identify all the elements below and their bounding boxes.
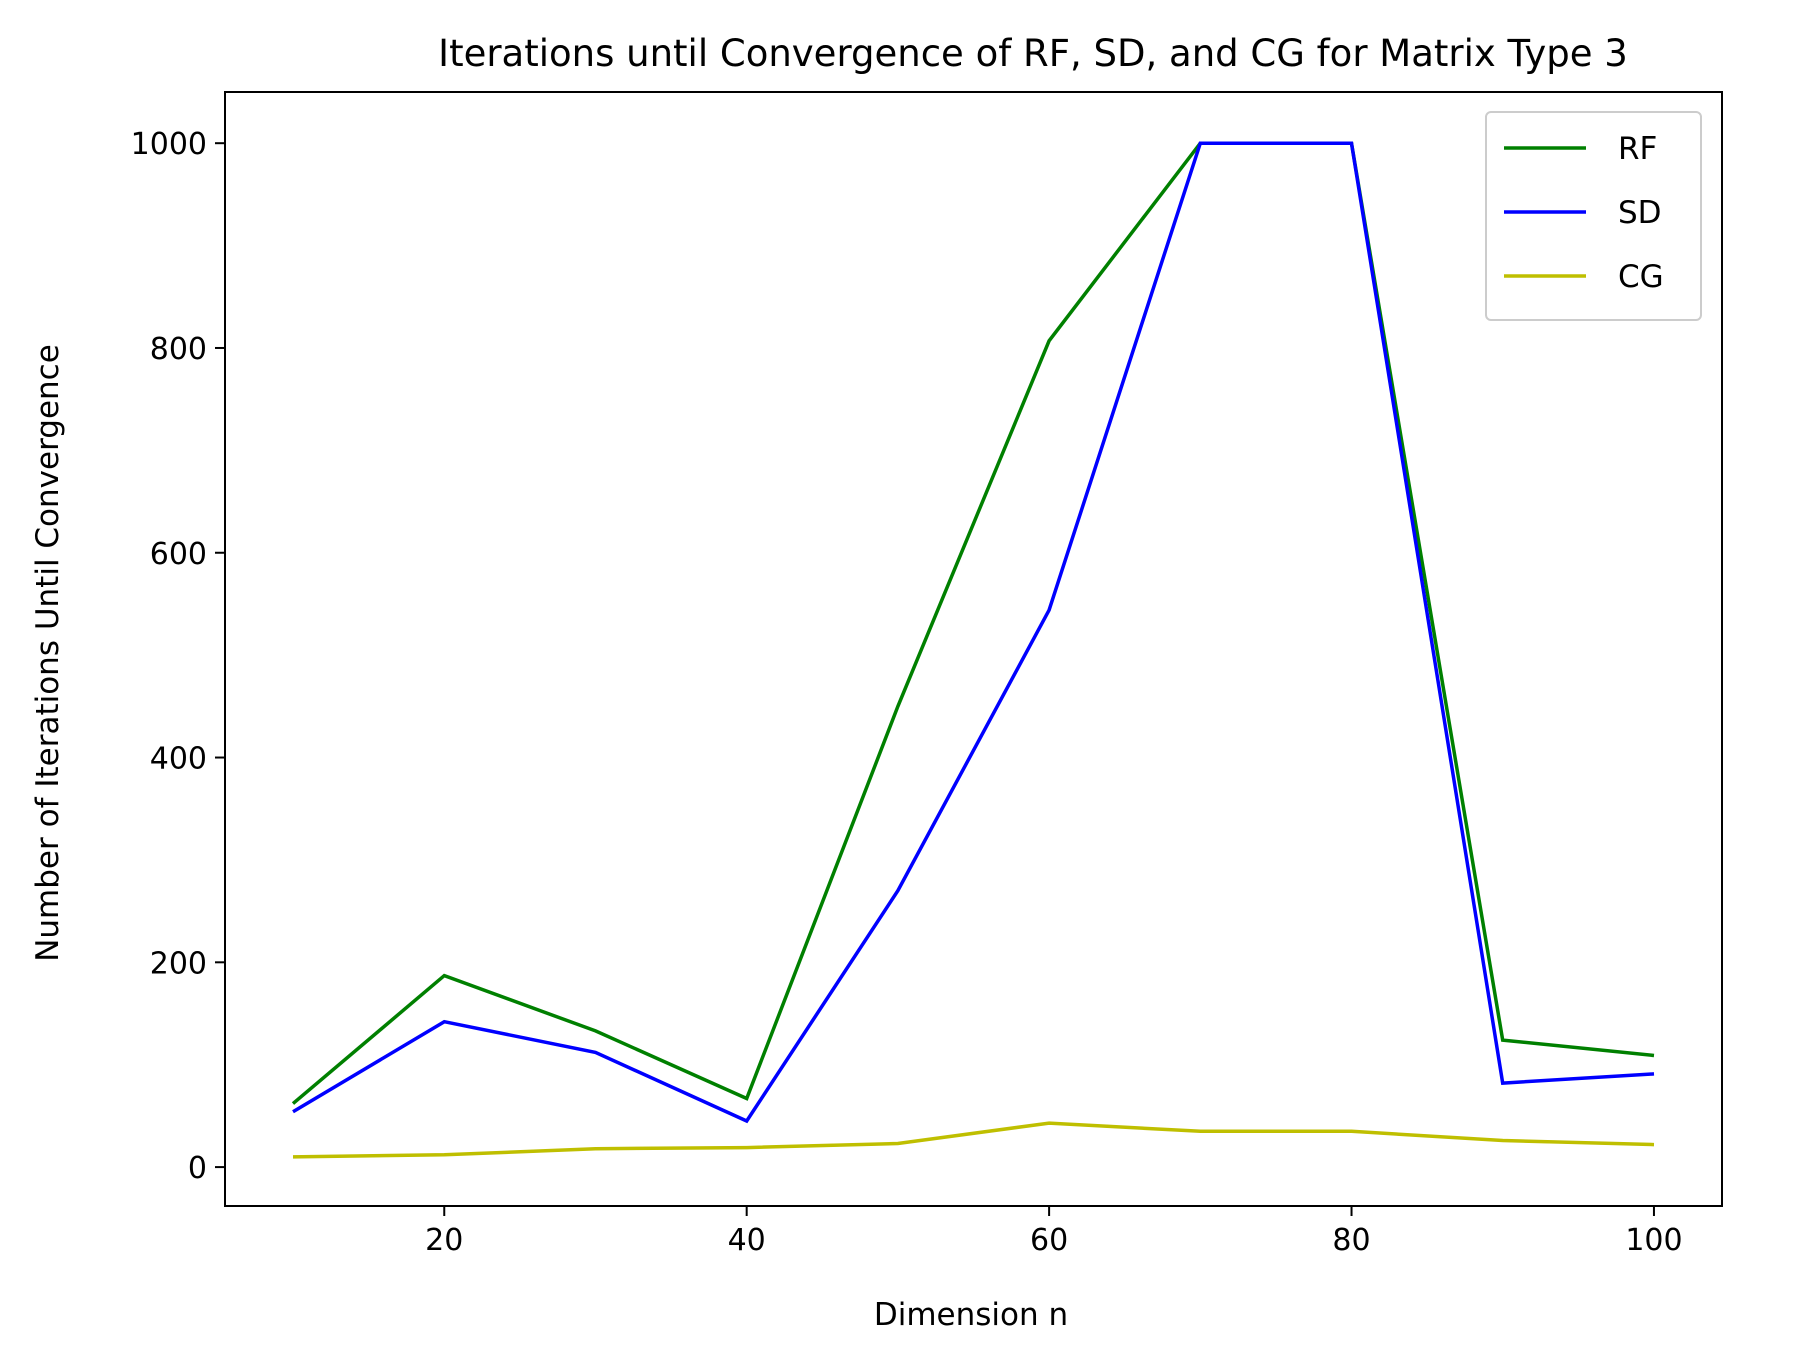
series-line-sd bbox=[292, 141, 1655, 1124]
legend-box bbox=[1485, 111, 1702, 321]
x-tick-label: 80 bbox=[1332, 1223, 1370, 1258]
x-tick-label: 20 bbox=[425, 1223, 463, 1258]
x-tick-label: 60 bbox=[1030, 1223, 1068, 1258]
chart-title: Iterations until Convergence of RF, SD, … bbox=[438, 32, 1628, 75]
y-axis-label: Number of Iterations Until Convergence bbox=[30, 344, 66, 962]
legend-label-sd: SD bbox=[1618, 195, 1662, 231]
y-tick-label: 800 bbox=[150, 332, 207, 367]
y-tick-label: 200 bbox=[150, 946, 207, 981]
legend-label-cg: CG bbox=[1618, 259, 1664, 295]
y-tick-label: 0 bbox=[188, 1151, 207, 1186]
x-axis: 20 40 60 80 100 bbox=[425, 1206, 1683, 1258]
y-tick-label: 600 bbox=[150, 537, 207, 572]
y-tick-label: 400 bbox=[150, 742, 207, 777]
series-line-rf bbox=[291, 141, 1655, 1105]
series-lines bbox=[291, 141, 1655, 1159]
x-axis-label: Dimension n bbox=[874, 1297, 1068, 1333]
x-tick-label: 40 bbox=[728, 1223, 766, 1258]
plot-frame bbox=[224, 91, 1723, 1207]
legend: RF SD CG bbox=[1485, 111, 1702, 321]
y-tick-label: 1000 bbox=[131, 127, 207, 162]
series-line-cg bbox=[292, 1121, 1655, 1159]
legend-label-rf: RF bbox=[1618, 131, 1657, 167]
y-axis: 0 200 400 600 800 1000 bbox=[131, 127, 225, 1186]
x-tick-label: 100 bbox=[1625, 1223, 1682, 1258]
